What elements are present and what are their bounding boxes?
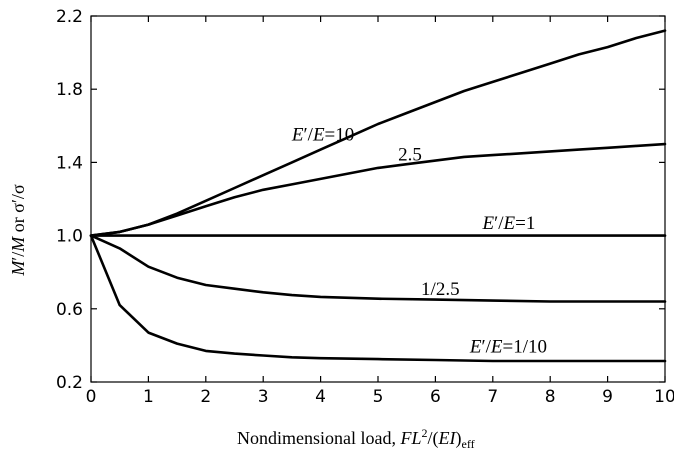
y-tick-label: 2.2 xyxy=(56,7,83,27)
x-tick-label: 2 xyxy=(200,387,211,407)
plot-frame xyxy=(90,15,666,383)
x-tick-label: 0 xyxy=(86,387,97,407)
series-line-1 xyxy=(89,142,667,237)
x-tick-label: 6 xyxy=(430,387,441,407)
x-tick-label: 3 xyxy=(258,387,269,407)
axes: 0 1 2 3 4 5 6 7 8 9 10 0.2 0.6 1.0 1.4 1.8 2.2 xyxy=(56,7,674,407)
series-line-4 xyxy=(89,234,667,363)
y-tick-label: 1.4 xyxy=(56,153,83,173)
y-tick-label: 0.2 xyxy=(56,373,83,393)
x-tick-label: 10 xyxy=(654,387,674,407)
curve-labels: 2.5 1/2.5 E′/E=10 E′/E=1 E′/E=1/10 xyxy=(291,124,547,357)
y-tick-label: 0.6 xyxy=(56,300,83,320)
curve-label: E′/E=10 xyxy=(291,124,354,145)
curve-label: 1/2.5 xyxy=(421,279,460,300)
y-axis-title: M′/M or σ′/σ xyxy=(8,184,28,277)
x-tick-label: 1 xyxy=(143,387,154,407)
series-line-3 xyxy=(89,234,667,303)
series-line-0 xyxy=(89,29,667,237)
x-axis-title: Nondimensional load, FL2/(EI)eff xyxy=(237,426,475,450)
x-tick-label: 7 xyxy=(487,387,498,407)
x-tick-label: 5 xyxy=(373,387,384,407)
y-tick-label: 1.0 xyxy=(56,227,83,247)
x-tick-label: 8 xyxy=(545,387,556,407)
curve-label: E′/E=1 xyxy=(481,213,535,234)
curve-label: E′/E=1/10 xyxy=(469,337,547,358)
y-tick-label: 1.8 xyxy=(56,80,83,100)
curve-label: 2.5 xyxy=(398,145,422,166)
series-lines xyxy=(89,29,667,363)
x-tick-label: 4 xyxy=(315,387,326,407)
x-tick-label: 9 xyxy=(602,387,613,407)
